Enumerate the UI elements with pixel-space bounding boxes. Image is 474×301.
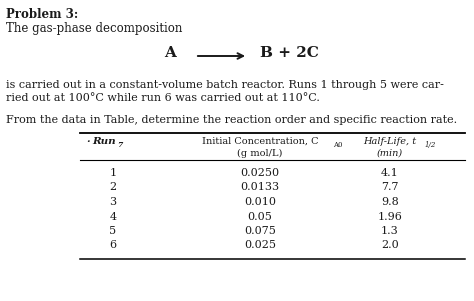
Text: 5: 5 bbox=[109, 226, 117, 236]
Text: Initial Concentration, C: Initial Concentration, C bbox=[202, 137, 318, 146]
Text: A: A bbox=[164, 46, 176, 60]
Text: 7: 7 bbox=[117, 141, 122, 149]
Text: 1/2: 1/2 bbox=[425, 141, 437, 149]
Text: The gas-phase decomposition: The gas-phase decomposition bbox=[6, 22, 182, 35]
Text: 0.010: 0.010 bbox=[244, 197, 276, 207]
Text: 0.0250: 0.0250 bbox=[240, 168, 280, 178]
Text: 6: 6 bbox=[109, 240, 117, 250]
Text: (g mol/L): (g mol/L) bbox=[237, 149, 283, 158]
Text: 0.05: 0.05 bbox=[247, 212, 273, 222]
Text: Half-Life, t: Half-Life, t bbox=[364, 137, 417, 146]
Text: 2.0: 2.0 bbox=[381, 240, 399, 250]
Text: 7.7: 7.7 bbox=[381, 182, 399, 193]
Text: 2: 2 bbox=[109, 182, 117, 193]
Text: 4.1: 4.1 bbox=[381, 168, 399, 178]
Text: ·: · bbox=[86, 137, 90, 146]
Text: A0: A0 bbox=[333, 141, 343, 149]
Text: 0.075: 0.075 bbox=[244, 226, 276, 236]
Text: 4: 4 bbox=[109, 212, 117, 222]
Text: ried out at 100°C while run 6 was carried out at 110°C.: ried out at 100°C while run 6 was carrie… bbox=[6, 93, 320, 103]
Text: B + 2C: B + 2C bbox=[260, 46, 319, 60]
Text: (min): (min) bbox=[377, 149, 403, 158]
Text: 9.8: 9.8 bbox=[381, 197, 399, 207]
Text: 0.0133: 0.0133 bbox=[240, 182, 280, 193]
Text: is carried out in a constant-volume batch reactor. Runs 1 through 5 were car-: is carried out in a constant-volume batc… bbox=[6, 80, 444, 90]
Text: 3: 3 bbox=[109, 197, 117, 207]
Text: 1: 1 bbox=[109, 168, 117, 178]
Text: Run: Run bbox=[92, 137, 116, 146]
Text: Problem 3:: Problem 3: bbox=[6, 8, 78, 21]
Text: 1.96: 1.96 bbox=[378, 212, 402, 222]
Text: From the data in Table, determine the reaction order and specific reaction rate.: From the data in Table, determine the re… bbox=[6, 115, 457, 125]
Text: 1.3: 1.3 bbox=[381, 226, 399, 236]
Text: 0.025: 0.025 bbox=[244, 240, 276, 250]
